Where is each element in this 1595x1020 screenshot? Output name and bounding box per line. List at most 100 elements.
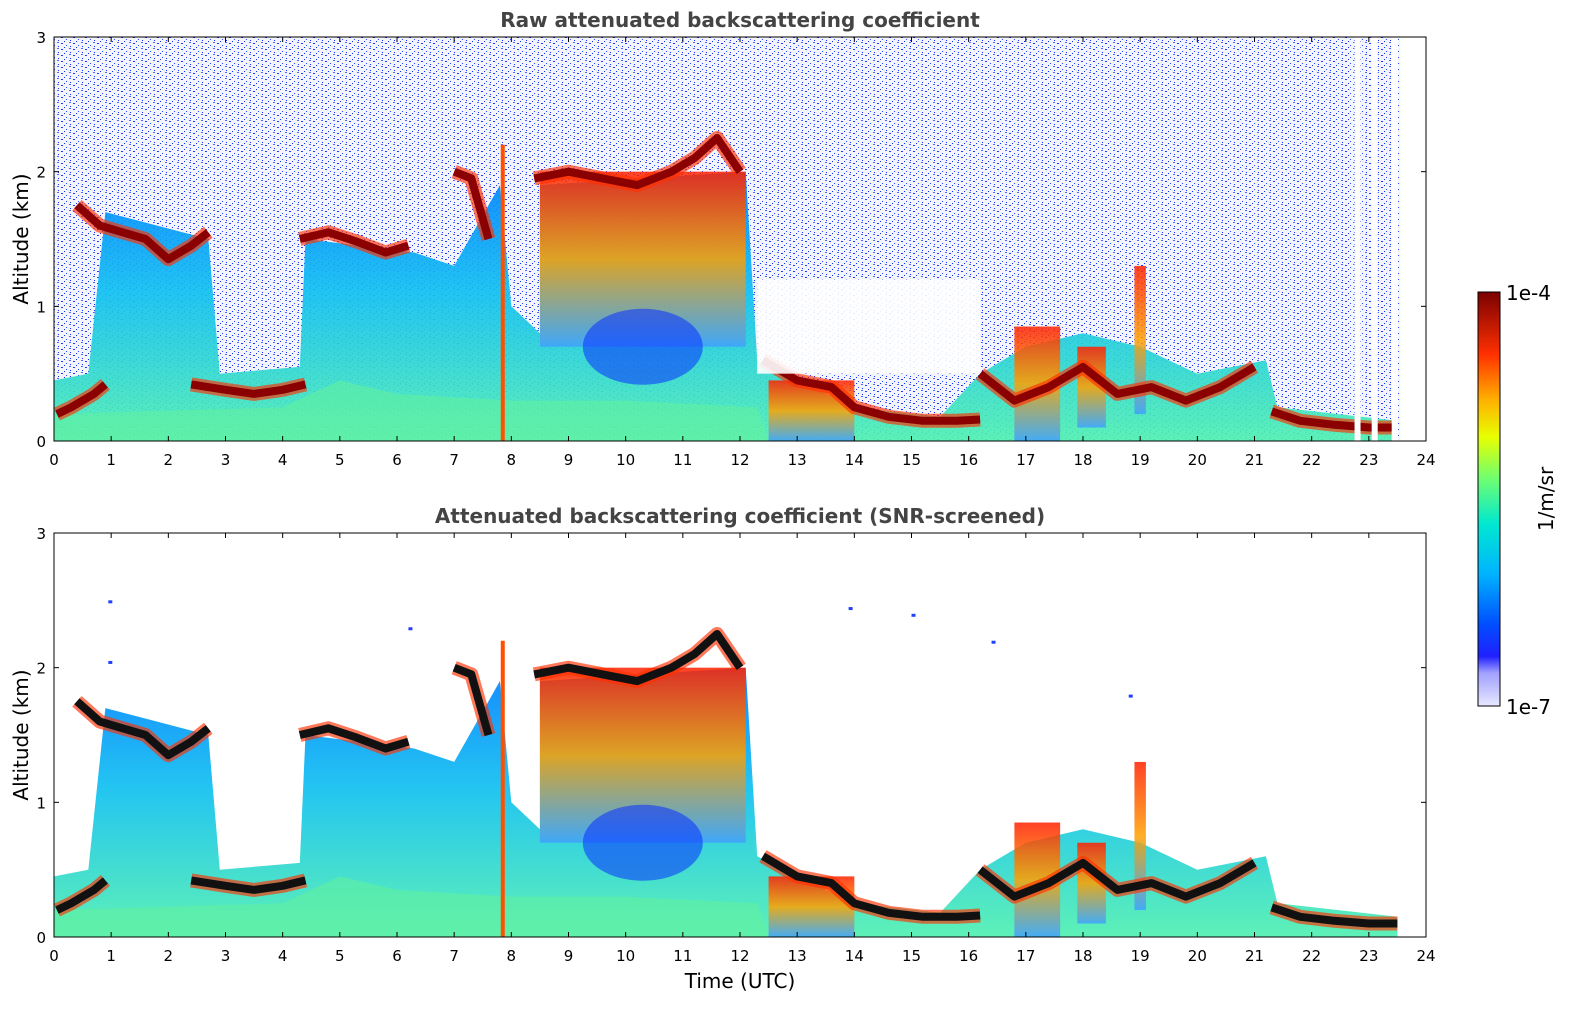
x-tick-label: 1 bbox=[106, 451, 116, 469]
data-gap bbox=[1371, 37, 1378, 441]
x-tick-label: 11 bbox=[673, 947, 692, 965]
x-tick-label: 23 bbox=[1359, 451, 1378, 469]
x-tick-label: 8 bbox=[507, 451, 517, 469]
x-tick-label: 7 bbox=[449, 451, 459, 469]
backscatter-field bbox=[54, 37, 1426, 441]
backscatter-layer bbox=[452, 167, 493, 241]
axes: 0 1 2 3 4 5 6 7 8 9 10 11 12 13 14 15 16 17 18 19 20 21 22 23 24… bbox=[36, 525, 1435, 965]
x-tick-label: 10 bbox=[616, 451, 635, 469]
backscatter-layer bbox=[1270, 407, 1398, 432]
colorbar: 1e-4 1e-7 1/m/sr bbox=[1477, 281, 1558, 719]
snr-screened-panel: Attenuated backscattering coefficient (S… bbox=[9, 504, 1436, 993]
x-tick-label: 2 bbox=[164, 947, 174, 965]
x-axis-label: Time (UTC) bbox=[684, 969, 796, 993]
clear-region bbox=[757, 279, 981, 374]
backscatter-layer bbox=[533, 630, 744, 686]
x-tick-label: 16 bbox=[959, 451, 978, 469]
x-tick-label: 14 bbox=[845, 947, 864, 965]
backscatter-layer bbox=[977, 858, 1257, 901]
sparse-return bbox=[848, 607, 853, 611]
sparse-return bbox=[108, 600, 113, 604]
backscatter-layer bbox=[55, 877, 108, 914]
x-tick-label: 18 bbox=[1073, 947, 1092, 965]
x-tick-label: 19 bbox=[1131, 451, 1150, 469]
backscatter-layer bbox=[760, 356, 981, 425]
y-axis-label: Altitude (km) bbox=[9, 669, 33, 800]
y-axis-label: Altitude (km) bbox=[9, 173, 33, 304]
x-tick-label: 12 bbox=[730, 451, 749, 469]
backscatter-layer bbox=[74, 698, 211, 760]
no-data-region bbox=[1400, 533, 1426, 937]
backscatter-layer bbox=[298, 228, 410, 257]
backscatter-layer bbox=[298, 724, 410, 753]
x-tick-label: 24 bbox=[1416, 947, 1435, 965]
y-tick-label: 2 bbox=[36, 164, 46, 182]
backscatter-layer bbox=[1270, 903, 1398, 928]
x-tick-label: 17 bbox=[1016, 451, 1035, 469]
sparse-return bbox=[911, 613, 916, 617]
data-gap bbox=[1354, 37, 1361, 441]
y-tick-label: 0 bbox=[36, 433, 46, 451]
x-tick-label: 4 bbox=[278, 451, 288, 469]
low-signal-region bbox=[582, 804, 703, 881]
backscatter-layer bbox=[55, 381, 108, 418]
x-tick-label: 0 bbox=[49, 451, 59, 469]
x-tick-label: 12 bbox=[730, 947, 749, 965]
low-signal-region bbox=[582, 308, 703, 385]
x-tick-label: 6 bbox=[392, 947, 402, 965]
x-tick-label: 20 bbox=[1188, 451, 1207, 469]
x-tick-label: 7 bbox=[449, 947, 459, 965]
y-tick-label: 3 bbox=[36, 525, 46, 543]
chart-title: Raw attenuated backscattering coefficien… bbox=[500, 8, 980, 32]
backscatter-layer bbox=[74, 202, 211, 264]
x-tick-label: 2 bbox=[164, 451, 174, 469]
chart-title: Attenuated backscattering coefficient (S… bbox=[435, 504, 1045, 528]
x-tick-label: 23 bbox=[1359, 947, 1378, 965]
x-tick-label: 18 bbox=[1073, 451, 1092, 469]
sparse-return bbox=[108, 660, 113, 664]
x-tick-label: 24 bbox=[1416, 451, 1435, 469]
cloud-core bbox=[1134, 265, 1146, 415]
x-tick-label: 13 bbox=[788, 451, 807, 469]
x-tick-label: 6 bbox=[392, 451, 402, 469]
x-tick-label: 0 bbox=[49, 947, 59, 965]
backscatter-layer bbox=[533, 134, 744, 190]
sparse-return bbox=[1128, 694, 1133, 698]
y-tick-label: 2 bbox=[36, 660, 46, 678]
x-tick-label: 19 bbox=[1131, 947, 1150, 965]
data-gap bbox=[1391, 37, 1398, 441]
x-tick-label: 15 bbox=[902, 451, 921, 469]
x-tick-label: 5 bbox=[335, 451, 345, 469]
y-tick-label: 1 bbox=[36, 794, 46, 812]
x-tick-label: 5 bbox=[335, 947, 345, 965]
backscatter-layer bbox=[977, 362, 1257, 405]
x-tick-label: 16 bbox=[959, 947, 978, 965]
x-tick-label: 22 bbox=[1302, 451, 1321, 469]
y-tick-label: 3 bbox=[36, 29, 46, 47]
x-tick-label: 14 bbox=[845, 451, 864, 469]
surface-layer bbox=[54, 380, 769, 441]
cloud-core bbox=[1134, 761, 1146, 911]
x-tick-label: 17 bbox=[1016, 947, 1035, 965]
no-data-region bbox=[1400, 37, 1426, 441]
x-tick-label: 15 bbox=[902, 947, 921, 965]
backscatter-layer bbox=[190, 380, 307, 398]
x-tick-label: 1 bbox=[106, 947, 116, 965]
backscatter-field bbox=[54, 533, 1426, 937]
surface-layer bbox=[54, 876, 769, 937]
raw-backscatter-panel: Raw attenuated backscattering coefficien… bbox=[9, 8, 1436, 469]
x-tick-label: 9 bbox=[564, 451, 574, 469]
colorbar-gradient bbox=[1477, 291, 1501, 707]
axes: 0 1 2 3 4 5 6 7 8 9 10 11 12 13 14 15 16 17 18 19 20 21 22 23 24… bbox=[36, 29, 1435, 469]
x-tick-label: 21 bbox=[1245, 947, 1264, 965]
x-tick-label: 4 bbox=[278, 947, 288, 965]
x-tick-label: 9 bbox=[564, 947, 574, 965]
x-tick-label: 20 bbox=[1188, 947, 1207, 965]
sparse-return bbox=[991, 640, 996, 644]
backscatter-layer bbox=[190, 876, 307, 894]
backscatter-layer bbox=[760, 852, 981, 921]
x-tick-label: 11 bbox=[673, 451, 692, 469]
x-tick-label: 3 bbox=[221, 451, 231, 469]
colorbar-min-label: 1e-7 bbox=[1506, 695, 1551, 719]
